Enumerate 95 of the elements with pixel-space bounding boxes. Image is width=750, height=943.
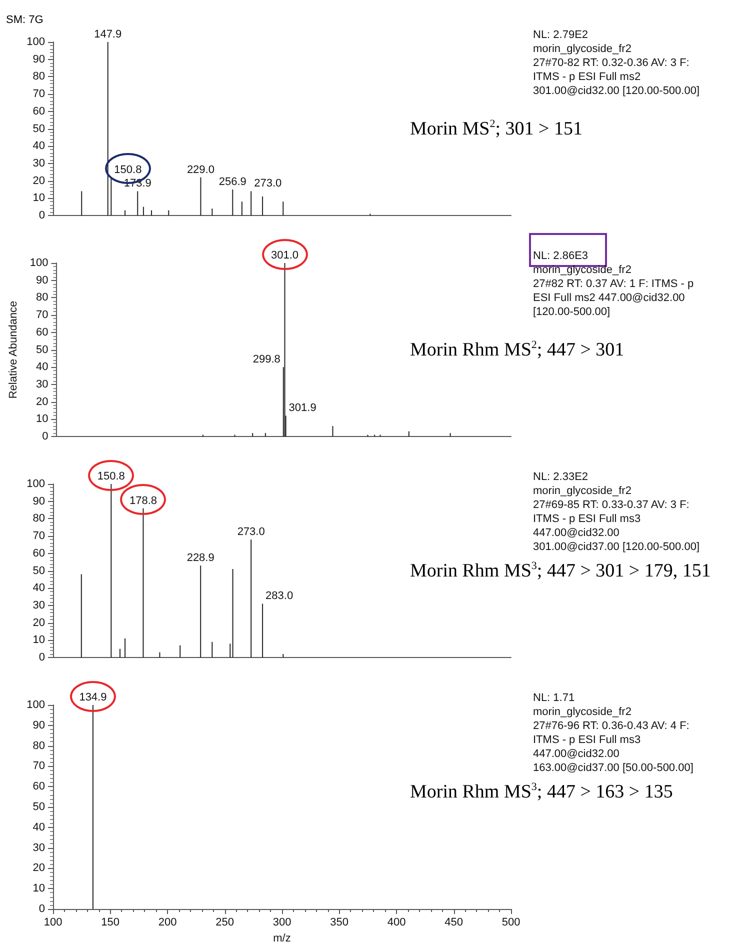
text: ESI Full ms2 447.00@cid32.00: [533, 291, 685, 305]
chart-subtitle: SM: 7G: [6, 14, 44, 26]
y-tick-label: 40: [32, 582, 45, 594]
y-tick-label: 100: [26, 699, 45, 711]
y-tick-label: 90: [32, 719, 45, 732]
annotation: 134.9: [79, 692, 107, 704]
x-tick-label: 200: [158, 916, 177, 928]
y-axis-title: Relative Abundance: [8, 300, 20, 399]
annotation: 301.0: [271, 250, 299, 262]
text: 27#69-85 RT: 0.33-0.37 AV: 3 F:: [533, 498, 690, 512]
annotation: 299.8: [252, 354, 280, 366]
y-tick-label: 60: [36, 326, 48, 338]
y-tick-label: 70: [32, 88, 45, 100]
annotation: 178.8: [129, 494, 157, 507]
y-tick-label: 30: [32, 157, 45, 170]
y-tick-label: 0: [38, 652, 45, 664]
y-tick-label: 20: [32, 174, 45, 187]
annotation: 301.9: [288, 402, 316, 414]
annotation: 229.0: [186, 164, 214, 176]
text: morin_glycoside_fr2: [533, 484, 632, 498]
y-tick-label: 50: [32, 122, 45, 135]
x-tick-label: 350: [330, 916, 348, 928]
annotation: 228.9: [186, 552, 214, 564]
y-tick-label: 80: [32, 512, 45, 525]
y-tick-label: 10: [32, 882, 45, 895]
y-tick-label: 30: [36, 378, 48, 390]
y-tick-label: 40: [32, 821, 45, 834]
text: ITMS - p ESI Full ms3: [533, 512, 641, 526]
y-tick-label: 70: [32, 530, 45, 542]
text: NL: 2.86E3: [533, 249, 588, 263]
text: 27#70-82 RT: 0.32-0.36 AV: 3 F:: [533, 56, 690, 70]
text: Morin Rhm MS$^{3}$; 447 > 163 > 135: [410, 781, 673, 804]
text: NL: 2.79E2: [533, 28, 588, 42]
text: ITMS - p ESI Full ms2: [533, 70, 641, 84]
y-tick-label: 70: [36, 309, 48, 322]
y-tick-label: 30: [32, 842, 45, 854]
y-tick-label: 0: [38, 210, 45, 222]
y-tick-label: 20: [32, 616, 45, 629]
y-tick-label: 90: [32, 495, 45, 508]
y-tick-label: 80: [32, 740, 45, 752]
text: 447.00@cid32.00: [533, 526, 620, 540]
y-tick-label: 60: [32, 105, 45, 118]
y-tick-label: 20: [36, 396, 48, 408]
x-tick-label: 450: [444, 916, 463, 928]
x-tick-label: 150: [101, 916, 120, 928]
y-tick-label: 10: [32, 634, 45, 646]
y-tick-label: 100: [26, 478, 45, 490]
text: Morin Rhm MS$^{2}$; 447 > 301: [410, 339, 624, 362]
text: [120.00-500.00]: [533, 305, 610, 319]
text: 163.00@cid37.00 [50.00-500.00]: [533, 761, 694, 775]
y-tick-label: 90: [32, 53, 45, 66]
y-tick-label: 90: [36, 274, 48, 286]
y-tick-label: 10: [36, 413, 48, 426]
x-tick-label: 500: [502, 916, 520, 928]
text: morin_glycoside_fr2: [533, 42, 632, 56]
text: 27#82 RT: 0.37 AV: 1 F: ITMS - p: [533, 277, 694, 291]
y-tick-label: 100: [30, 257, 48, 269]
y-tick-label: 50: [32, 564, 45, 577]
x-tick-label: 250: [216, 916, 234, 928]
annotation: 147.9: [94, 28, 122, 40]
text: morin_glycoside_fr2: [533, 263, 632, 277]
annotation: 273.0: [237, 526, 265, 538]
y-tick-label: 60: [32, 780, 45, 793]
text: Morin MS$^{2}$; 301 > 151: [410, 118, 582, 140]
text: Morin Rhm MS$^{3}$; 447 > 301 > 179, 151: [410, 560, 711, 582]
text: morin_glycoside_fr2: [533, 705, 632, 719]
text: ITMS - p ESI Full ms3: [533, 733, 641, 747]
annotation: 150.8: [97, 470, 125, 482]
text: NL: 1.71: [533, 691, 575, 705]
annotation: 283.0: [266, 590, 294, 602]
y-tick-label: 40: [32, 140, 45, 152]
y-tick-label: 60: [32, 547, 45, 560]
text: 27#76-96 RT: 0.36-0.43 AV: 4 F:: [533, 719, 690, 733]
text: NL: 2.33E2: [533, 470, 588, 484]
y-tick-label: 50: [36, 344, 48, 356]
y-tick-label: 80: [36, 292, 48, 304]
y-tick-label: 50: [32, 801, 45, 813]
y-tick-label: 80: [32, 70, 45, 83]
y-tick-label: 30: [32, 599, 45, 612]
y-tick-label: 0: [42, 430, 48, 442]
annotation: 273.0: [254, 178, 282, 190]
y-tick-label: 100: [26, 36, 45, 48]
text: 301.00@cid37.00 [120.00-500.00]: [533, 540, 700, 554]
y-tick-label: 10: [32, 192, 45, 204]
x-axis-title: m/z: [273, 932, 291, 943]
x-tick-label: 300: [272, 916, 292, 928]
y-tick-label: 70: [32, 760, 45, 772]
text: 447.00@cid32.00: [533, 747, 620, 761]
x-tick-label: 400: [387, 916, 406, 928]
y-tick-label: 0: [38, 903, 45, 915]
annotation: 150.8: [114, 164, 142, 176]
y-tick-label: 40: [36, 361, 48, 374]
annotation: 256.9: [218, 176, 246, 188]
y-tick-label: 20: [32, 862, 45, 874]
text: 301.00@cid32.00 [120.00-500.00]: [533, 84, 700, 98]
